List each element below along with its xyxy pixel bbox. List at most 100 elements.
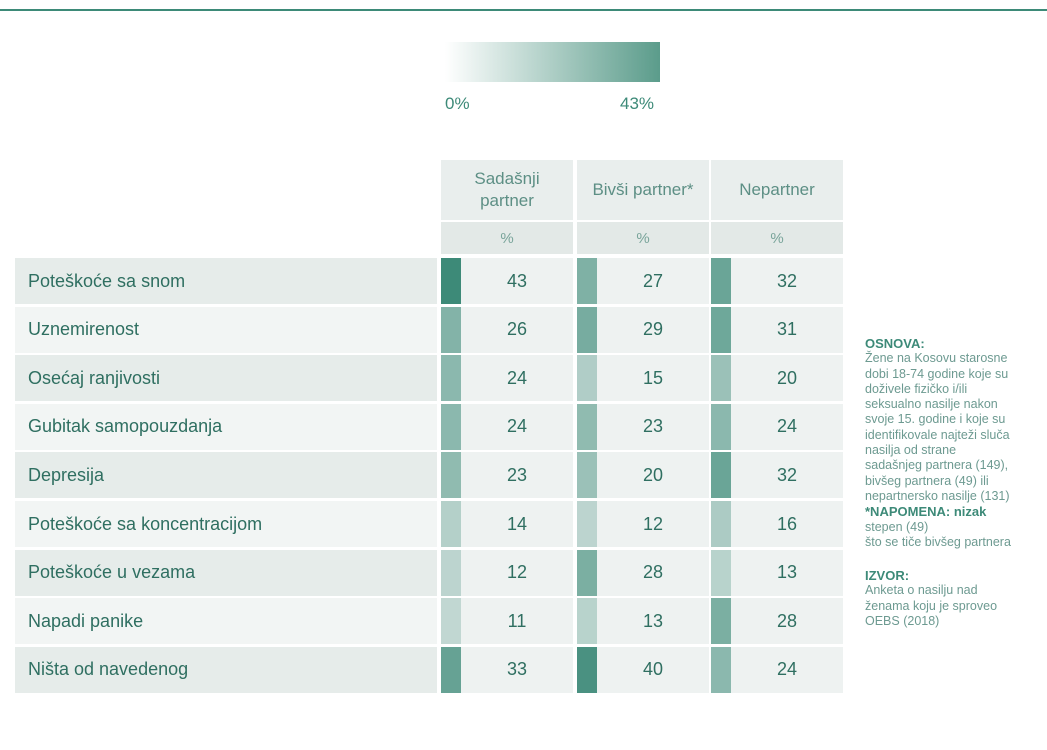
heat-swatch [441, 501, 461, 547]
heat-swatch [441, 306, 461, 353]
notes: OSNOVA: Žene na Kosovu starosne dobi 18-74… [865, 336, 1011, 629]
row-label: Uznemirenost [15, 306, 437, 353]
cell-value: 24 [506, 367, 528, 388]
heat-swatch [711, 306, 731, 353]
cell: 40 [577, 646, 709, 693]
cell: 11 [441, 598, 573, 645]
heat-swatch [577, 452, 597, 499]
cell-value: 12 [642, 513, 664, 534]
note-line: sadašnjeg partnera (149), [865, 458, 1009, 473]
column-header: Bivši partner* [577, 160, 709, 220]
cell-value: 15 [642, 367, 664, 388]
cell: 13 [711, 549, 843, 596]
column-unit: % [441, 222, 573, 254]
legend-gradient [445, 42, 660, 82]
heat-swatch [711, 549, 731, 596]
cell: 28 [577, 549, 709, 596]
cell: 14 [441, 501, 573, 547]
heat-swatch [711, 598, 731, 645]
cell: 43 [441, 258, 573, 304]
column-unit: % [711, 222, 843, 254]
cell: 16 [711, 501, 843, 547]
row-label: Ništa od navedenog [15, 646, 437, 693]
row-label: Poteškoće sa snom [15, 258, 437, 304]
cell-value: 13 [776, 562, 798, 583]
row-label: Osećaj ranjivosti [15, 355, 437, 402]
cell-value: 29 [642, 319, 664, 340]
heat-swatch [711, 403, 731, 450]
row-label: Depresija [15, 452, 437, 499]
heat-swatch [441, 646, 461, 693]
note-line: nasilja od strane [865, 443, 957, 458]
cell: 32 [711, 258, 843, 304]
cell: 13 [577, 598, 709, 645]
column-unit: % [577, 222, 709, 254]
heat-swatch [441, 598, 461, 645]
heat-swatch [577, 355, 597, 402]
row-label: Poteškoće u vezama [15, 549, 437, 596]
note-line: ženama koju je sproveo [865, 598, 998, 613]
column-header: Nepartner [711, 160, 843, 220]
column-header: Sadašnji partner [441, 160, 573, 220]
cell-value: 24 [776, 659, 798, 680]
cell-value: 40 [642, 659, 664, 680]
top-rule [0, 9, 1047, 11]
cell-value: 13 [642, 610, 664, 631]
heat-swatch [577, 646, 597, 693]
cell-value: 32 [776, 464, 798, 485]
heat-swatch [577, 501, 597, 547]
row-label: Gubitak samopouzdanja [15, 403, 437, 450]
cell: 32 [711, 452, 843, 499]
cell-value: 23 [642, 416, 664, 437]
cell-value: 12 [506, 562, 528, 583]
heat-swatch [441, 258, 461, 304]
cell-value: 24 [776, 416, 798, 437]
cell-value: 20 [642, 464, 664, 485]
heat-swatch [577, 306, 597, 353]
heat-swatch [441, 403, 461, 450]
cell: 24 [711, 646, 843, 693]
cell-value: 33 [506, 659, 528, 680]
note-line: svoje 15. godine i koje su [865, 412, 1006, 427]
note-line: seksualno nasilje nakon [865, 397, 998, 412]
cell: 24 [711, 403, 843, 450]
heat-swatch [577, 598, 597, 645]
cell: 24 [441, 403, 573, 450]
legend-max: 43% [620, 94, 655, 113]
cell: 31 [711, 306, 843, 353]
cell: 26 [441, 306, 573, 353]
cell-value: 28 [642, 562, 664, 583]
cell: 23 [441, 452, 573, 499]
cell-value: 20 [776, 367, 798, 388]
cell: 20 [711, 355, 843, 402]
note-line: dobi 18-74 godine koje su [865, 366, 1009, 381]
cell: 15 [577, 355, 709, 402]
note-title: OSNOVA: [865, 336, 925, 351]
note-line: Žene na Kosovu starosne [865, 351, 1008, 366]
heat-swatch [577, 403, 597, 450]
heat-swatch [711, 355, 731, 402]
cell-value: 14 [506, 513, 528, 534]
cell-value: 26 [506, 319, 528, 340]
note-line: identifikovale najteži sluča [865, 427, 1010, 442]
cell: 12 [577, 501, 709, 547]
cell-value: 31 [776, 319, 798, 340]
note-line: nepartnersko nasilje (131) [865, 488, 1010, 503]
cell: 28 [711, 598, 843, 645]
cell: 33 [441, 646, 573, 693]
cell-value: 43 [506, 270, 528, 291]
heat-swatch [711, 501, 731, 547]
heat-swatch [711, 646, 731, 693]
cell: 27 [577, 258, 709, 304]
note-line: stepen (49) [865, 519, 929, 534]
row-label: Poteškoće sa koncentracijom [15, 501, 437, 547]
heat-swatch [441, 355, 461, 402]
cell: 23 [577, 403, 709, 450]
cell-value: 27 [642, 270, 664, 291]
legend-min: 0% [445, 94, 470, 113]
cell: 12 [441, 549, 573, 596]
heat-swatch [577, 549, 597, 596]
heat-swatch [711, 258, 731, 304]
cell-value: 16 [776, 513, 798, 534]
